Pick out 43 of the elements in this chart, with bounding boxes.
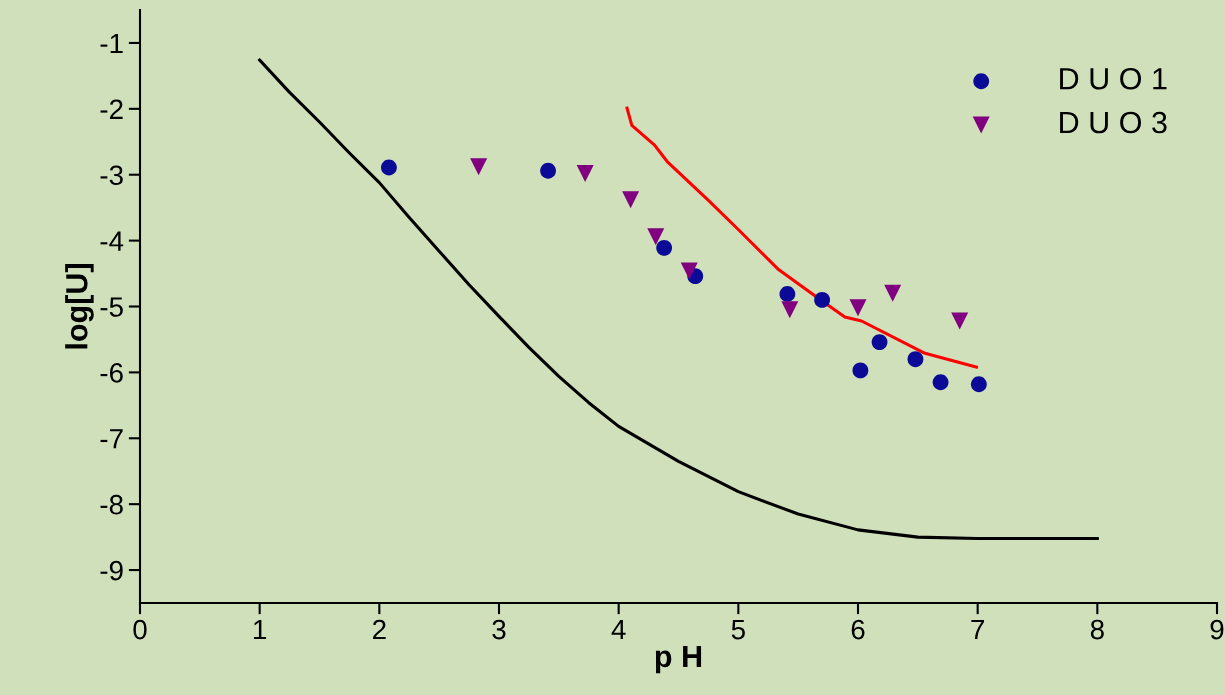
point xyxy=(647,228,665,246)
point xyxy=(970,376,987,393)
y-tick-label: -1 xyxy=(100,33,123,54)
point xyxy=(779,286,796,302)
point xyxy=(576,164,594,182)
y-tick-label: -7 xyxy=(100,429,123,449)
point xyxy=(907,351,924,368)
x-axis-title: p H xyxy=(655,645,702,674)
point xyxy=(470,158,488,176)
point xyxy=(849,299,867,317)
point xyxy=(932,374,949,391)
y-tick-label: -5 xyxy=(100,297,123,317)
point xyxy=(680,262,698,280)
point xyxy=(884,284,902,302)
point xyxy=(852,362,869,379)
x-tick-label: 7 xyxy=(971,619,984,640)
y-tick-label: -3 xyxy=(100,165,123,186)
y-tick-label: -9 xyxy=(100,560,123,581)
point xyxy=(540,162,556,179)
line-series xyxy=(625,106,978,369)
x-tick-label: 1 xyxy=(254,619,267,640)
x-tick-label: 5 xyxy=(731,619,745,640)
x-tick-label: 4 xyxy=(611,619,626,640)
y-axis-title: log[U] xyxy=(65,264,94,349)
point xyxy=(951,312,969,330)
legend-label: D U O 1 xyxy=(1060,67,1167,90)
x-tick-label: 6 xyxy=(851,619,865,640)
point xyxy=(871,334,888,350)
x-tick-label: 0 xyxy=(133,619,147,640)
point xyxy=(380,159,397,176)
x-tick-label: 8 xyxy=(1090,619,1104,640)
x-tick-label: 9 xyxy=(1210,619,1224,640)
legend-label: D U O 3 xyxy=(1060,111,1167,134)
point xyxy=(656,239,673,256)
y-tick-label: -6 xyxy=(100,363,123,383)
point xyxy=(622,191,640,209)
x-tick-label: 2 xyxy=(373,619,386,640)
y-tick-label: -2 xyxy=(100,99,123,119)
point xyxy=(814,291,831,308)
y-tick-label: -8 xyxy=(100,494,123,515)
y-tick-label: -4 xyxy=(100,231,124,251)
point xyxy=(781,301,799,319)
x-tick-label: 3 xyxy=(492,619,506,640)
